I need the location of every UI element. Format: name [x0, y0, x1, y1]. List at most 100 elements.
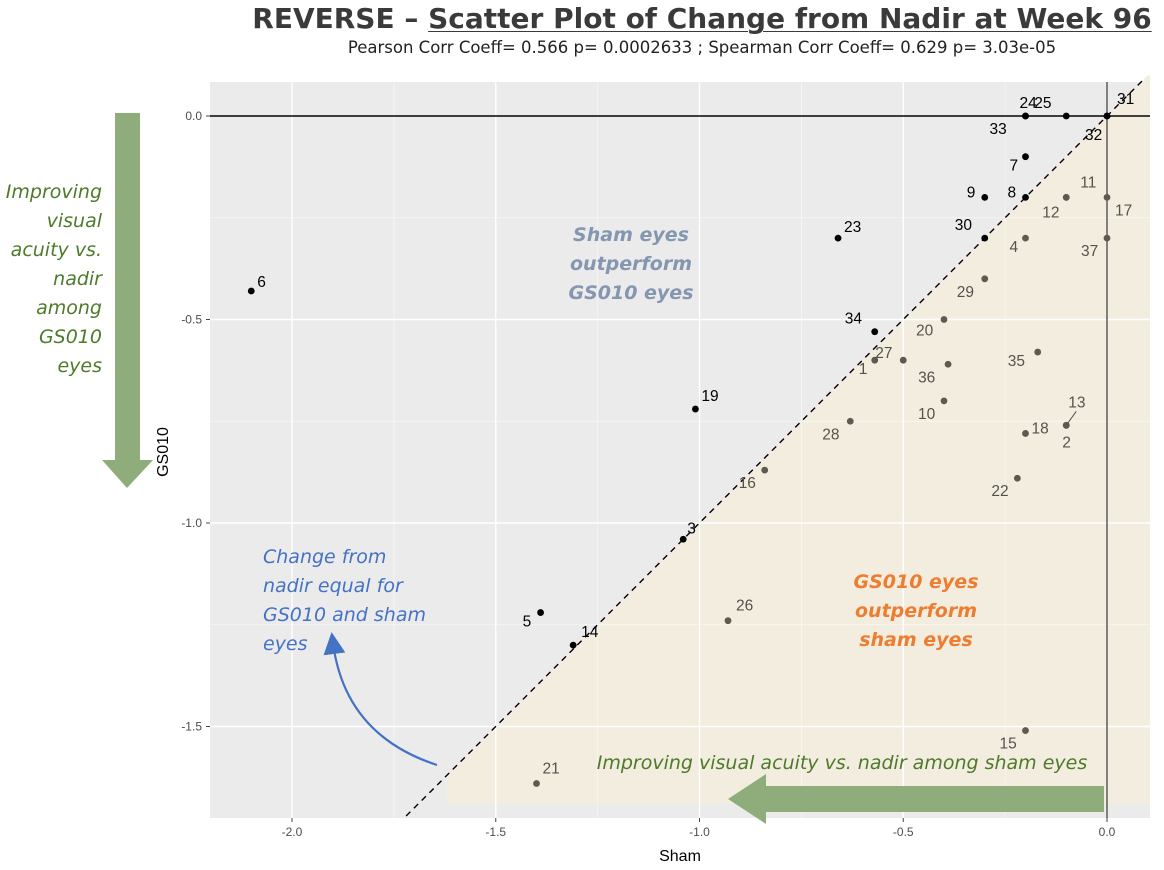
point-label-4: 4 — [1010, 239, 1019, 256]
point-label-24: 24 — [1020, 95, 1038, 112]
x-tick-label: -1.0 — [689, 825, 710, 839]
point-36 — [944, 360, 952, 368]
point-label-13: 13 — [1068, 394, 1085, 411]
point-17 — [1103, 194, 1111, 201]
gs010-outperform-line: GS010 eyes — [853, 571, 978, 593]
sham-outperform-annotation: Sham eyes outperform GS010 eyes — [568, 224, 693, 304]
point-label-35: 35 — [1008, 353, 1025, 370]
point-9 — [981, 194, 989, 201]
title-main: Scatter Plot of Change from Nadir at Wee… — [428, 2, 1152, 35]
point-label-2: 2 — [1062, 434, 1071, 451]
point-18 — [1022, 430, 1029, 437]
y-tick-label: -0.5 — [181, 313, 202, 327]
point-30 — [981, 234, 989, 242]
point-16 — [761, 466, 769, 474]
x-tick-label: -1.5 — [485, 825, 506, 839]
gs010-outperform-line: sham eyes — [859, 629, 973, 651]
left-arrow-text: Improving visual acuity vs. nadir among … — [0, 178, 102, 381]
point-23 — [834, 234, 842, 242]
chart-title: REVERSE – Scatter Plot of Change from Na… — [0, 2, 1164, 35]
point-4 — [1022, 234, 1029, 242]
point-label-10: 10 — [918, 406, 936, 423]
left-arrow-text-line: nadir — [53, 268, 102, 290]
point-label-11: 11 — [1080, 174, 1096, 191]
point-8 — [1022, 194, 1029, 201]
point-label-5: 5 — [523, 614, 532, 631]
point-12 — [1062, 194, 1070, 201]
equal-change-line: Change from — [263, 546, 386, 568]
point-1 — [871, 356, 879, 364]
equal-change-annotation: Change from nadir equal for GS010 and sh… — [263, 546, 426, 655]
equal-change-line: GS010 and sham — [263, 604, 426, 626]
point-label-31: 31 — [1117, 91, 1134, 108]
point-label-27: 27 — [875, 345, 892, 362]
title-prefix: REVERSE – — [252, 2, 429, 35]
point-label-19: 19 — [701, 388, 718, 405]
y-tick-label: -1.5 — [181, 720, 202, 734]
point-label-14: 14 — [581, 624, 599, 641]
point-33 — [1022, 112, 1029, 120]
point-label-33: 33 — [990, 121, 1007, 138]
point-26 — [724, 617, 732, 625]
point-22 — [1013, 474, 1021, 482]
gs010-outperform-line: outperform — [855, 600, 977, 622]
point-28 — [846, 417, 854, 425]
point-20 — [940, 316, 948, 323]
point-label-34: 34 — [845, 311, 863, 328]
point-label-37: 37 — [1081, 243, 1098, 260]
point-label-8: 8 — [1008, 184, 1017, 201]
left-arrow-text-line: acuity vs. — [10, 239, 102, 261]
gs010-outperform-region — [446, 75, 1151, 805]
point-label-32: 32 — [1085, 127, 1102, 144]
point-label-20: 20 — [916, 323, 934, 340]
y-tick-label: 0.0 — [185, 109, 202, 123]
point-15 — [1022, 727, 1029, 734]
point-19 — [692, 405, 699, 413]
y-axis-ticks: 0.0 -0.5 -1.0 -1.5 — [181, 109, 210, 734]
point-25 — [1062, 112, 1070, 120]
left-arrow-text-line: eyes — [57, 355, 102, 377]
equality-curve-arrow — [323, 632, 438, 767]
point-labels: 1234567891011121314151617181920212223242… — [257, 91, 1134, 777]
left-arrow-text-line: Improving — [5, 181, 102, 203]
point-label-16: 16 — [739, 475, 756, 492]
point-27 — [899, 356, 907, 364]
point-7 — [1022, 153, 1029, 161]
left-arrow-text-line: among — [36, 297, 102, 319]
identity-diagonal-line — [405, 78, 1145, 817]
point-label-1: 1 — [859, 361, 868, 378]
bottom-green-arrow — [728, 774, 1104, 824]
point-label-23: 23 — [844, 219, 861, 236]
x-axis-ticks: -2.0 -1.5 -1.0 -0.5 0.0 — [282, 818, 1116, 839]
y-axis-label: GS010 — [155, 427, 172, 477]
point-label-15: 15 — [1000, 736, 1017, 753]
point-label-6: 6 — [257, 274, 266, 291]
point-label-9: 9 — [967, 184, 976, 201]
y-tick-label: -1.0 — [181, 516, 202, 530]
point-label-7: 7 — [1010, 158, 1019, 175]
bottom-arrow-text: Improving visual acuity vs. nadir among … — [597, 752, 1088, 774]
point-32 — [1103, 112, 1111, 120]
point-label-22: 22 — [991, 483, 1008, 500]
point-34 — [871, 328, 879, 336]
point-14 — [569, 641, 577, 649]
point-10 — [940, 397, 948, 405]
point-label-12: 12 — [1042, 204, 1059, 221]
x-axis-label: Sham — [659, 848, 701, 865]
chart-subtitle: Pearson Corr Coeff= 0.566 p= 0.0002633 ;… — [347, 38, 1057, 57]
point-29 — [981, 275, 989, 283]
point-label-28: 28 — [822, 426, 839, 443]
x-tick-label: -0.5 — [893, 825, 914, 839]
point-3 — [679, 535, 687, 543]
point-5 — [537, 609, 544, 616]
equal-change-line: eyes — [263, 633, 308, 655]
sham-outperform-line: GS010 eyes — [568, 282, 693, 304]
sham-outperform-line: outperform — [570, 253, 692, 275]
x-tick-label: -2.0 — [282, 825, 303, 839]
label-13-leader — [1065, 411, 1077, 426]
point-label-3: 3 — [687, 520, 696, 537]
point-label-17: 17 — [1115, 202, 1132, 219]
point-21 — [533, 780, 540, 787]
reference-lines — [210, 78, 1150, 818]
